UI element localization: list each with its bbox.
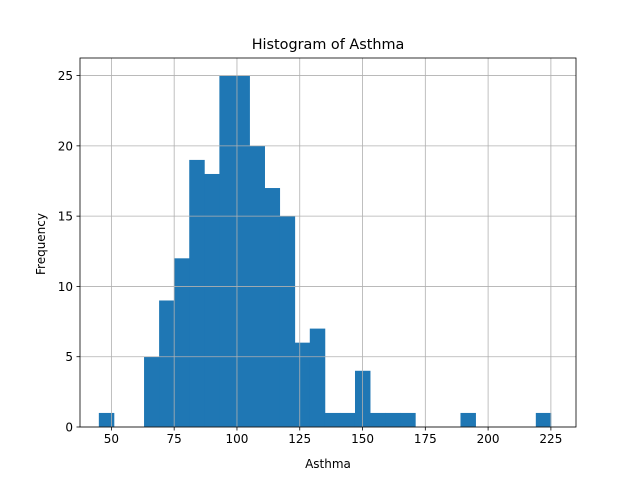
y-tick-label: 25	[58, 69, 73, 83]
histogram-bar	[159, 300, 175, 427]
histogram-bar	[309, 328, 326, 427]
x-tick-label: 125	[288, 432, 311, 446]
ticks-layer: 50 75 100 125 150 175 200 225 0 5 10 15 20 25	[58, 69, 563, 446]
x-tick-label: 100	[226, 432, 249, 446]
axes-layer	[79, 57, 577, 428]
histogram-bar	[400, 412, 416, 427]
y-tick-label: 10	[58, 280, 73, 294]
y-axis-label: Frequency	[34, 213, 48, 275]
x-tick-label: 175	[414, 432, 437, 446]
y-tick-label: 0	[65, 421, 73, 435]
histogram-bar	[219, 75, 235, 428]
y-tick-label: 20	[58, 139, 73, 153]
y-tick-label: 15	[58, 210, 73, 224]
histogram-bar	[189, 159, 205, 427]
plot-frame	[79, 57, 577, 428]
histogram-bar	[98, 412, 115, 427]
histogram-bar	[370, 412, 386, 427]
x-tick-label: 200	[477, 432, 500, 446]
histogram-bar	[324, 412, 341, 427]
histogram-bar	[279, 216, 296, 427]
histogram-bar	[234, 75, 250, 428]
histogram-bar	[385, 412, 401, 427]
histogram-bar	[174, 258, 190, 427]
x-axis-label: Asthma	[305, 457, 351, 471]
x-tick-label: 150	[351, 432, 374, 446]
histogram-bar	[460, 412, 476, 427]
histogram-bar	[339, 412, 356, 427]
histogram-bar	[535, 412, 552, 427]
x-tick-label: 225	[539, 432, 562, 446]
x-tick-label: 50	[104, 432, 119, 446]
chart-title: Histogram of Asthma	[252, 37, 405, 53]
histogram-bar	[294, 342, 311, 427]
histogram-bar	[204, 173, 220, 427]
histogram-bar	[264, 188, 281, 427]
histogram-bar	[144, 356, 160, 427]
y-tick-label: 5	[65, 350, 73, 364]
x-tick-label: 75	[167, 432, 182, 446]
